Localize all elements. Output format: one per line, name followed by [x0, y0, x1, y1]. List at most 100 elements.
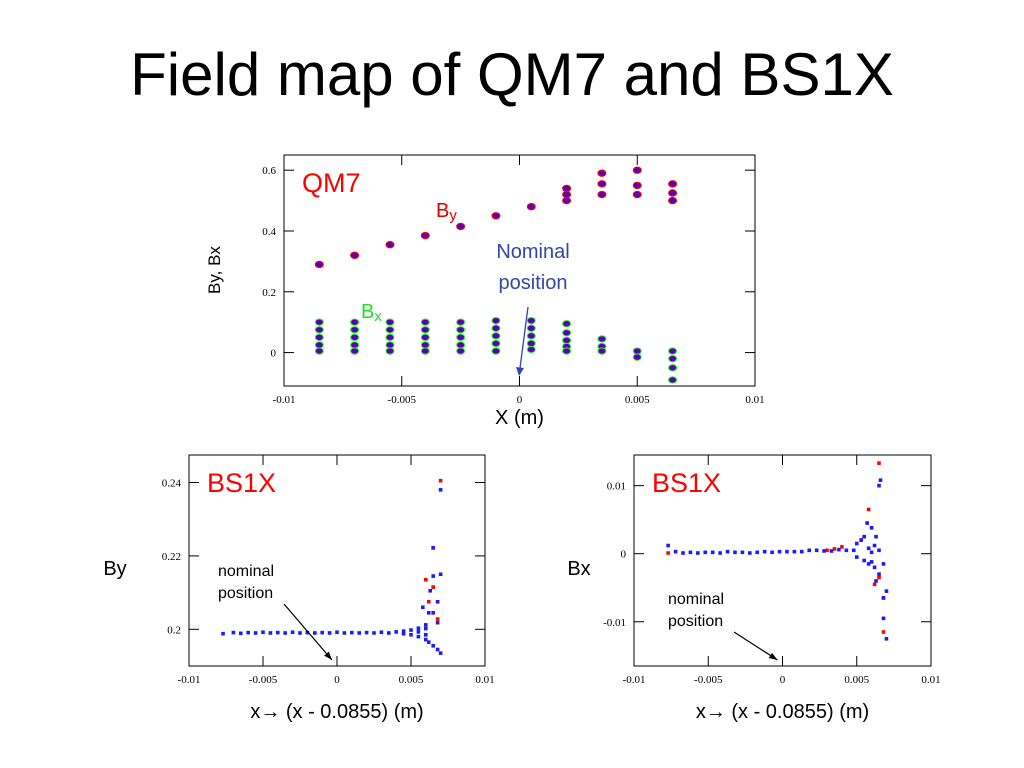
data-point [416, 630, 421, 634]
data-point [426, 640, 431, 644]
y-tick-label: 0.2 [262, 287, 276, 299]
data-point [526, 332, 536, 340]
data-point [456, 333, 466, 342]
data-point [420, 318, 430, 326]
data-point [632, 181, 642, 190]
x-tick-label: -0.01 [273, 394, 296, 406]
x-tick-label: 0 [334, 674, 340, 686]
data-point [456, 347, 466, 355]
data-point [562, 196, 572, 205]
data-point [431, 546, 435, 550]
data-point [597, 190, 607, 199]
data-point [666, 543, 670, 548]
data-point [837, 547, 841, 552]
data-point [710, 550, 715, 555]
data-point [491, 339, 501, 348]
data-point [491, 332, 501, 340]
data-point [854, 555, 859, 559]
series-red [424, 478, 443, 621]
data-point [409, 628, 413, 632]
data-point [424, 637, 428, 642]
x-tick-label: -0.005 [694, 674, 723, 686]
data-point [491, 347, 501, 355]
data-point [881, 562, 886, 566]
y-axis-label: By [103, 558, 126, 580]
data-point [342, 631, 347, 635]
data-point [526, 324, 536, 332]
data-point [268, 631, 273, 635]
panel-label: BS1X [652, 468, 721, 498]
y-tick-label: 0.24 [162, 478, 182, 490]
data-point [881, 596, 886, 600]
data-point [327, 631, 332, 635]
y-axis-label: By, Bx [205, 246, 224, 294]
data-point [854, 541, 859, 546]
data-point [881, 616, 886, 621]
series-bx [314, 316, 678, 384]
data-point [385, 347, 395, 355]
data-point [438, 651, 443, 655]
data-point [872, 543, 877, 548]
data-point [725, 549, 730, 554]
data-point [859, 538, 864, 542]
data-point [350, 326, 360, 334]
data-point [438, 572, 443, 577]
data-point [416, 634, 421, 639]
data-point [491, 212, 501, 220]
y-tick-label: 0 [621, 549, 627, 561]
data-point [431, 585, 435, 589]
data-point [385, 341, 395, 349]
x-tick-label: -0.01 [178, 674, 201, 686]
data-point [435, 620, 440, 625]
data-point [456, 222, 466, 231]
x-tick-label: -0.005 [388, 394, 417, 406]
data-point [562, 184, 572, 193]
data-point [877, 461, 881, 465]
data-point [673, 549, 678, 554]
series-blue [666, 478, 889, 641]
data-point [420, 231, 430, 240]
data-point [632, 166, 642, 174]
data-point [314, 326, 324, 334]
data-point [420, 341, 430, 349]
x-tick-label: 0.005 [844, 674, 869, 686]
x-tick-label: -0.005 [249, 674, 278, 686]
y-tick-label: 0.4 [262, 226, 276, 238]
data-point [526, 202, 536, 211]
x-axis-label: x→ (x - 0.0855) (m) [250, 701, 423, 723]
data-point [785, 549, 789, 554]
data-point [335, 630, 339, 635]
data-point [866, 507, 871, 512]
data-point [840, 545, 844, 549]
data-point [874, 534, 878, 539]
data-point [862, 558, 866, 563]
data-point [261, 630, 265, 635]
data-point [428, 588, 433, 593]
data-point [491, 316, 501, 325]
nominal-label-line2: position [499, 272, 568, 294]
x-tick-label: 0.005 [399, 674, 424, 686]
data-point [314, 260, 324, 269]
x-tick-label: -0.01 [623, 674, 646, 686]
data-point [435, 599, 440, 604]
data-point [668, 376, 678, 384]
data-point [526, 339, 536, 348]
data-point [276, 630, 280, 635]
data-point [825, 548, 829, 553]
data-point [420, 333, 430, 342]
y-tick-label: 0.22 [162, 551, 181, 563]
data-point [320, 630, 324, 635]
data-point [872, 565, 877, 570]
data-point [314, 333, 324, 342]
data-point [246, 630, 250, 635]
data-point [424, 633, 428, 637]
data-point [421, 605, 425, 610]
data-point [718, 551, 722, 555]
data-point [884, 636, 889, 641]
data-point [562, 319, 572, 328]
data-point [350, 341, 360, 349]
data-point [364, 630, 369, 635]
data-point [420, 347, 430, 355]
data-point [762, 549, 767, 554]
